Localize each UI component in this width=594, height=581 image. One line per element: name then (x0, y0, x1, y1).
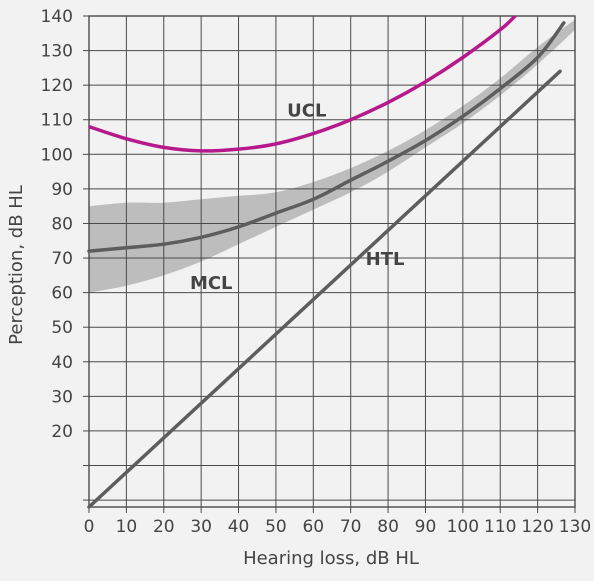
y-tick-label: 20 (51, 422, 73, 442)
plot-frame (88, 15, 576, 508)
tick-label-group: 0 10 20 30 40 50 60 70 80 90 100 110 120 130203040506… (41, 7, 592, 537)
annotation-group: UCL MCL HTL (190, 100, 405, 294)
x-tick-label: 30 (190, 517, 212, 537)
grid-group (83, 15, 576, 513)
y-tick-label: 40 (51, 353, 73, 373)
x-tick-label: 90 (415, 517, 437, 537)
series-group (87, 16, 566, 509)
annotation-htl: HTL (366, 249, 405, 270)
y-tick-label: 130 (41, 42, 73, 62)
y-tick-label: 120 (41, 76, 73, 96)
x-tick-label: 50 (265, 517, 287, 537)
series-line-htl (87, 69, 562, 509)
y-tick-label: 110 (41, 111, 73, 131)
x-tick-label: 20 (153, 517, 175, 537)
x-tick-label: 0 (84, 517, 95, 537)
y-tick-label: 60 (51, 284, 73, 304)
x-axis-label: Hearing loss, dB HL (243, 548, 419, 569)
x-tick-label: 60 (302, 517, 324, 537)
x-tick-label: 120 (521, 517, 553, 537)
x-tick-label: 130 (559, 517, 591, 537)
x-tick-label: 10 (116, 517, 138, 537)
y-axis-label: Perception, dB HL (6, 185, 27, 345)
y-tick-label: 70 (51, 249, 73, 269)
annotation-ucl: UCL (287, 100, 326, 121)
x-tick-label: 70 (340, 517, 362, 537)
x-tick-label: 100 (447, 517, 479, 537)
y-tick-label: 90 (51, 180, 73, 200)
x-tick-label: 80 (377, 517, 399, 537)
series-line-ucl (89, 16, 517, 153)
y-tick-label: 50 (51, 318, 73, 338)
y-tick-label: 80 (51, 214, 73, 234)
y-tick-label: 140 (41, 7, 73, 27)
y-tick-label: 100 (41, 145, 73, 165)
y-tick-label: 30 (51, 387, 73, 407)
x-tick-label: 110 (484, 517, 516, 537)
x-tick-label: 40 (228, 517, 250, 537)
annotation-mcl: MCL (190, 273, 233, 294)
series-line-mcl (87, 21, 566, 253)
mcl-range-band-group (89, 19, 575, 293)
mcl-range-band (89, 19, 575, 293)
